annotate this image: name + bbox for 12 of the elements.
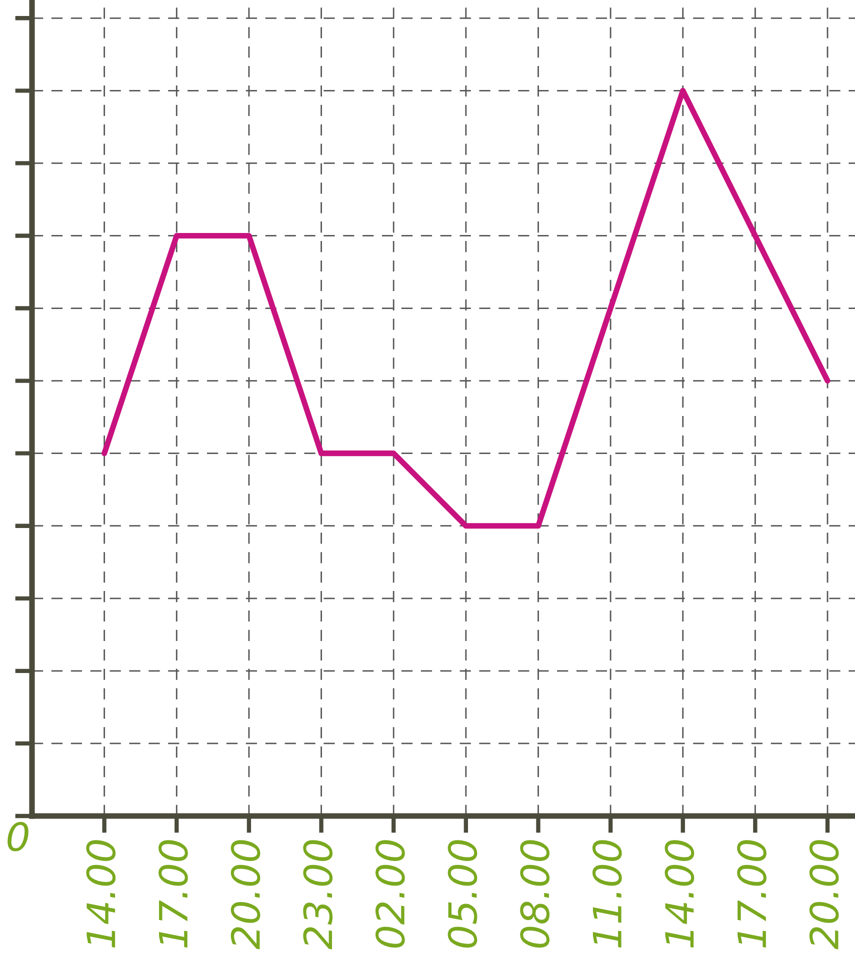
x-tick-label: 17.00 (737, 840, 766, 948)
x-tick-label: 20.00 (230, 840, 260, 950)
text: 0 (8, 822, 28, 852)
x-tick-label: 08.00 (520, 840, 550, 948)
x-tick-label: 02.00 (375, 840, 405, 948)
x-tick-label: 20.00 (809, 840, 839, 950)
x-tick-label: 17.00 (158, 840, 188, 948)
x-tick-label: 05.00 (448, 840, 478, 948)
x-tick-label: 14.00 (86, 840, 116, 948)
x-tick-label: 14.00 (664, 840, 694, 948)
x-tick-label: 23.00 (303, 840, 333, 950)
x-tick-label: 11.00 (592, 840, 622, 948)
